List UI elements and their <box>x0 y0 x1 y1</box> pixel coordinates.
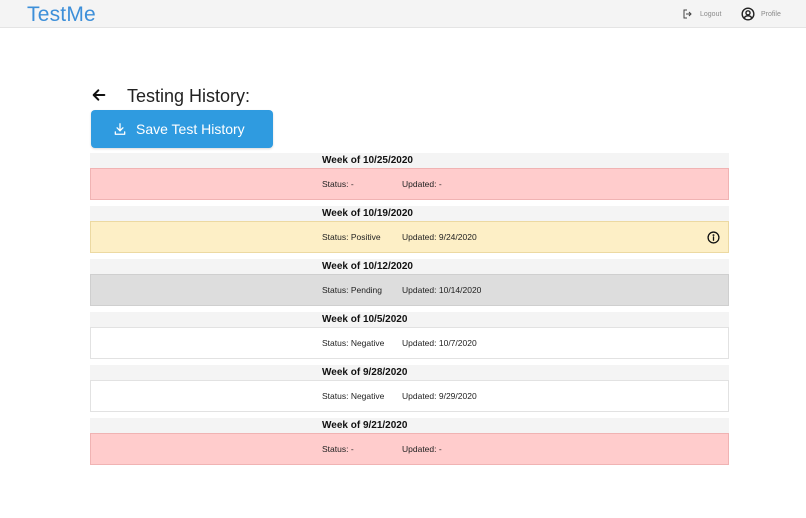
updated-text: Updated: 10/14/2020 <box>402 285 482 295</box>
updated-text: Updated: 9/24/2020 <box>402 232 477 242</box>
week-group: Week of 10/12/2020 Status: Pending Updat… <box>90 259 729 312</box>
week-header: Week of 10/25/2020 <box>90 153 729 168</box>
history-row: Status: - Updated: - <box>90 168 729 200</box>
updated-text: Updated: - <box>402 444 442 454</box>
week-header: Week of 9/28/2020 <box>90 365 729 380</box>
week-header: Week of 10/5/2020 <box>90 312 729 327</box>
top-nav-bar: TestMe Logout Profile <box>0 0 806 28</box>
week-group: Week of 10/19/2020 Status: Positive Upda… <box>90 206 729 259</box>
save-test-history-button[interactable]: Save Test History <box>91 110 273 148</box>
status-text: Status: - <box>322 179 354 189</box>
history-row: Status: Negative Updated: 10/7/2020 <box>90 327 729 359</box>
info-circle-icon[interactable] <box>707 231 720 244</box>
updated-text: Updated: 10/7/2020 <box>402 338 477 348</box>
history-row: Status: Pending Updated: 10/14/2020 <box>90 274 729 306</box>
week-header: Week of 9/21/2020 <box>90 418 729 433</box>
updated-text: Updated: 9/29/2020 <box>402 391 477 401</box>
page-title: Testing History: <box>127 86 251 106</box>
updated-text: Updated: - <box>402 179 442 189</box>
week-group: Week of 10/25/2020 Status: - Updated: - <box>90 153 729 206</box>
week-group: Week of 9/28/2020 Status: Negative Updat… <box>90 365 729 418</box>
profile-link[interactable]: Profile <box>741 7 781 21</box>
arrow-left-icon[interactable] <box>91 87 107 103</box>
logout-link[interactable]: Logout <box>682 8 721 20</box>
week-group: Week of 10/5/2020 Status: Negative Updat… <box>90 312 729 365</box>
status-text: Status: Negative <box>322 391 385 401</box>
status-text: Status: Pending <box>322 285 383 295</box>
profile-label: Profile <box>761 10 781 18</box>
history-row: Status: Positive Updated: 9/24/2020 <box>90 221 729 253</box>
testing-history-list: Week of 10/25/2020 Status: - Updated: - … <box>90 153 729 471</box>
week-group: Week of 9/21/2020 Status: - Updated: - <box>90 418 729 471</box>
logout-icon <box>683 9 692 19</box>
status-text: Status: Negative <box>322 338 385 348</box>
download-icon <box>114 123 126 135</box>
history-row: Status: - Updated: - <box>90 433 729 465</box>
week-header: Week of 10/12/2020 <box>90 259 729 274</box>
status-text: Status: - <box>322 444 354 454</box>
app-logo[interactable]: TestMe <box>27 3 96 26</box>
status-text: Status: Positive <box>322 232 381 242</box>
user-circle-icon <box>741 7 755 21</box>
history-row: Status: Negative Updated: 9/29/2020 <box>90 380 729 412</box>
week-header: Week of 10/19/2020 <box>90 206 729 221</box>
save-button-label: Save Test History <box>136 121 245 137</box>
logout-label: Logout <box>700 10 722 18</box>
